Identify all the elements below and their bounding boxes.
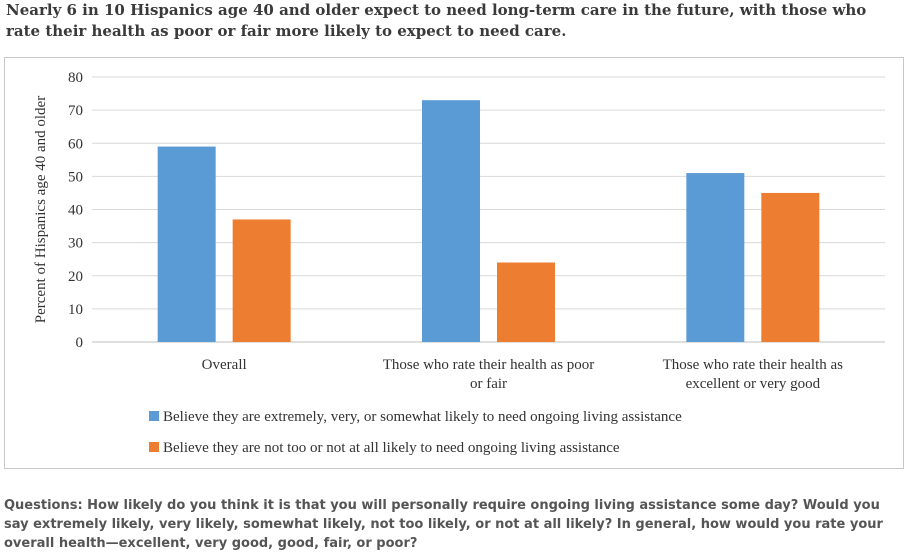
- y-tick-label: 0: [76, 335, 84, 351]
- legend-label-1: Believe they are extremely, very, or som…: [163, 409, 682, 425]
- chart-area: 0 10 20 30 40 50 60 70 80 Percent of Hispanics ag…: [4, 57, 904, 469]
- bar-chart: 0 10 20 30 40 50 60 70 80 Percent of Hispanics ag…: [33, 70, 885, 456]
- y-tick-label: 50: [68, 169, 83, 185]
- legend-swatch-1: [149, 411, 159, 421]
- chart-title-line-2: rate their health as poor or fair more l…: [6, 22, 567, 40]
- y-axis-title: Percent of Hispanics age 40 and older: [33, 96, 49, 323]
- chart-title: Nearly 6 in 10 Hispanics age 40 and olde…: [6, 0, 906, 42]
- y-tick-label: 60: [68, 136, 83, 152]
- y-tick-label: 80: [68, 70, 83, 86]
- y-tick-label: 70: [68, 103, 83, 119]
- bar-series-1-category-1: [157, 146, 216, 342]
- chart-title-line-1: Nearly 6 in 10 Hispanics age 40 and olde…: [6, 1, 867, 19]
- x-category-label: Those who rate their health as poor: [383, 357, 595, 373]
- y-tick-label: 40: [68, 203, 83, 219]
- y-tick-label: 10: [68, 302, 83, 318]
- bar-series-1-category-3: [686, 173, 745, 342]
- bar-series-2-category-3: [761, 192, 820, 342]
- x-category-label: excellent or very good: [686, 376, 821, 392]
- bar-series-2-category-1: [232, 219, 291, 342]
- footnote: Questions: How likely do you think it is…: [4, 496, 904, 553]
- legend-swatch-2: [149, 442, 159, 452]
- footnote-line-2: say extremely likely, very likely, somew…: [4, 517, 883, 532]
- bar-series-1-category-2: [422, 100, 480, 342]
- x-category-label: or fair: [470, 376, 507, 392]
- y-tick-label: 20: [68, 269, 83, 285]
- footnote-line-1: Questions: How likely do you think it is…: [4, 498, 880, 513]
- footnote-line-3: overall health—excellent, very good, goo…: [4, 536, 418, 551]
- bar-series-2-category-2: [497, 262, 555, 342]
- y-tick-label: 30: [68, 236, 83, 252]
- x-category-label: Those who rate their health as: [663, 357, 844, 373]
- x-category-label: Overall: [202, 357, 247, 373]
- legend-label-2: Believe they are not too or not at all l…: [163, 440, 620, 456]
